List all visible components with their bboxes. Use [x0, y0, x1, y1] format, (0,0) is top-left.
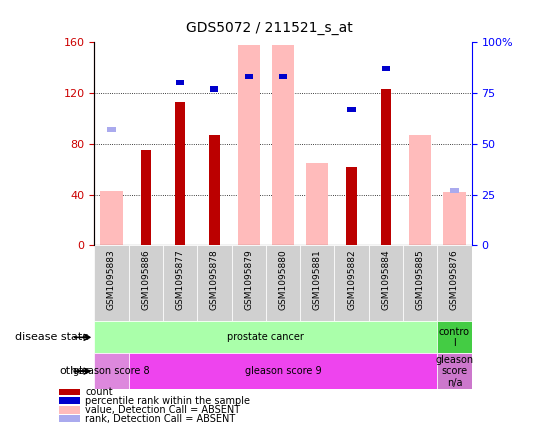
Bar	[176, 80, 184, 85]
Text: gleason score 9: gleason score 9	[245, 366, 321, 376]
Bar	[437, 245, 472, 321]
Bar	[266, 245, 300, 321]
Text: GSM1095880: GSM1095880	[279, 249, 287, 310]
Bar	[59, 388, 80, 395]
Text: GSM1095885: GSM1095885	[416, 249, 425, 310]
Bar	[381, 89, 391, 245]
Bar	[59, 415, 80, 422]
Text: GSM1095881: GSM1095881	[313, 249, 322, 310]
Bar	[163, 245, 197, 321]
Text: gleason score 8: gleason score 8	[73, 366, 150, 376]
Bar	[197, 245, 232, 321]
Bar	[94, 353, 129, 389]
Text: rank, Detection Call = ABSENT: rank, Detection Call = ABSENT	[86, 414, 236, 423]
Text: count: count	[86, 387, 113, 396]
Bar	[245, 74, 253, 80]
Bar	[437, 353, 472, 389]
Text: GSM1095878: GSM1095878	[210, 249, 219, 310]
Text: percentile rank within the sample: percentile rank within the sample	[86, 396, 251, 406]
Text: value, Detection Call = ABSENT: value, Detection Call = ABSENT	[86, 405, 240, 415]
Bar	[129, 353, 437, 389]
Bar	[59, 397, 80, 404]
Text: gleason
score
n/a: gleason score n/a	[436, 354, 474, 388]
Bar	[272, 45, 294, 245]
Bar	[59, 406, 80, 414]
Bar	[306, 163, 328, 245]
Text: contro
l: contro l	[439, 327, 470, 348]
Bar	[347, 167, 357, 245]
Bar	[279, 74, 287, 80]
Bar	[437, 321, 472, 353]
Bar	[279, 74, 287, 80]
Text: disease state: disease state	[15, 332, 89, 342]
Bar	[107, 127, 115, 132]
Text: GSM1095876: GSM1095876	[450, 249, 459, 310]
Bar	[369, 245, 403, 321]
Bar	[444, 192, 466, 245]
Text: GSM1095882: GSM1095882	[347, 249, 356, 310]
Text: GDS5072 / 211521_s_at: GDS5072 / 211521_s_at	[186, 21, 353, 35]
Text: GSM1095884: GSM1095884	[382, 249, 390, 310]
Bar	[334, 245, 369, 321]
Bar	[129, 245, 163, 321]
Text: GSM1095879: GSM1095879	[244, 249, 253, 310]
Bar	[245, 74, 253, 80]
Bar	[100, 191, 122, 245]
Bar	[409, 135, 431, 245]
Bar	[403, 245, 437, 321]
Text: GSM1095886: GSM1095886	[141, 249, 150, 310]
Bar	[300, 245, 334, 321]
Bar	[451, 188, 459, 193]
Bar	[209, 135, 219, 245]
Bar	[210, 86, 218, 91]
Bar	[141, 150, 151, 245]
Bar	[238, 45, 260, 245]
Text: GSM1095883: GSM1095883	[107, 249, 116, 310]
Bar	[382, 66, 390, 71]
Bar	[94, 245, 129, 321]
Text: other: other	[59, 366, 89, 376]
Text: prostate cancer: prostate cancer	[227, 332, 304, 342]
Text: GSM1095877: GSM1095877	[176, 249, 184, 310]
Bar	[348, 107, 356, 112]
Bar	[175, 102, 185, 245]
Bar	[232, 245, 266, 321]
